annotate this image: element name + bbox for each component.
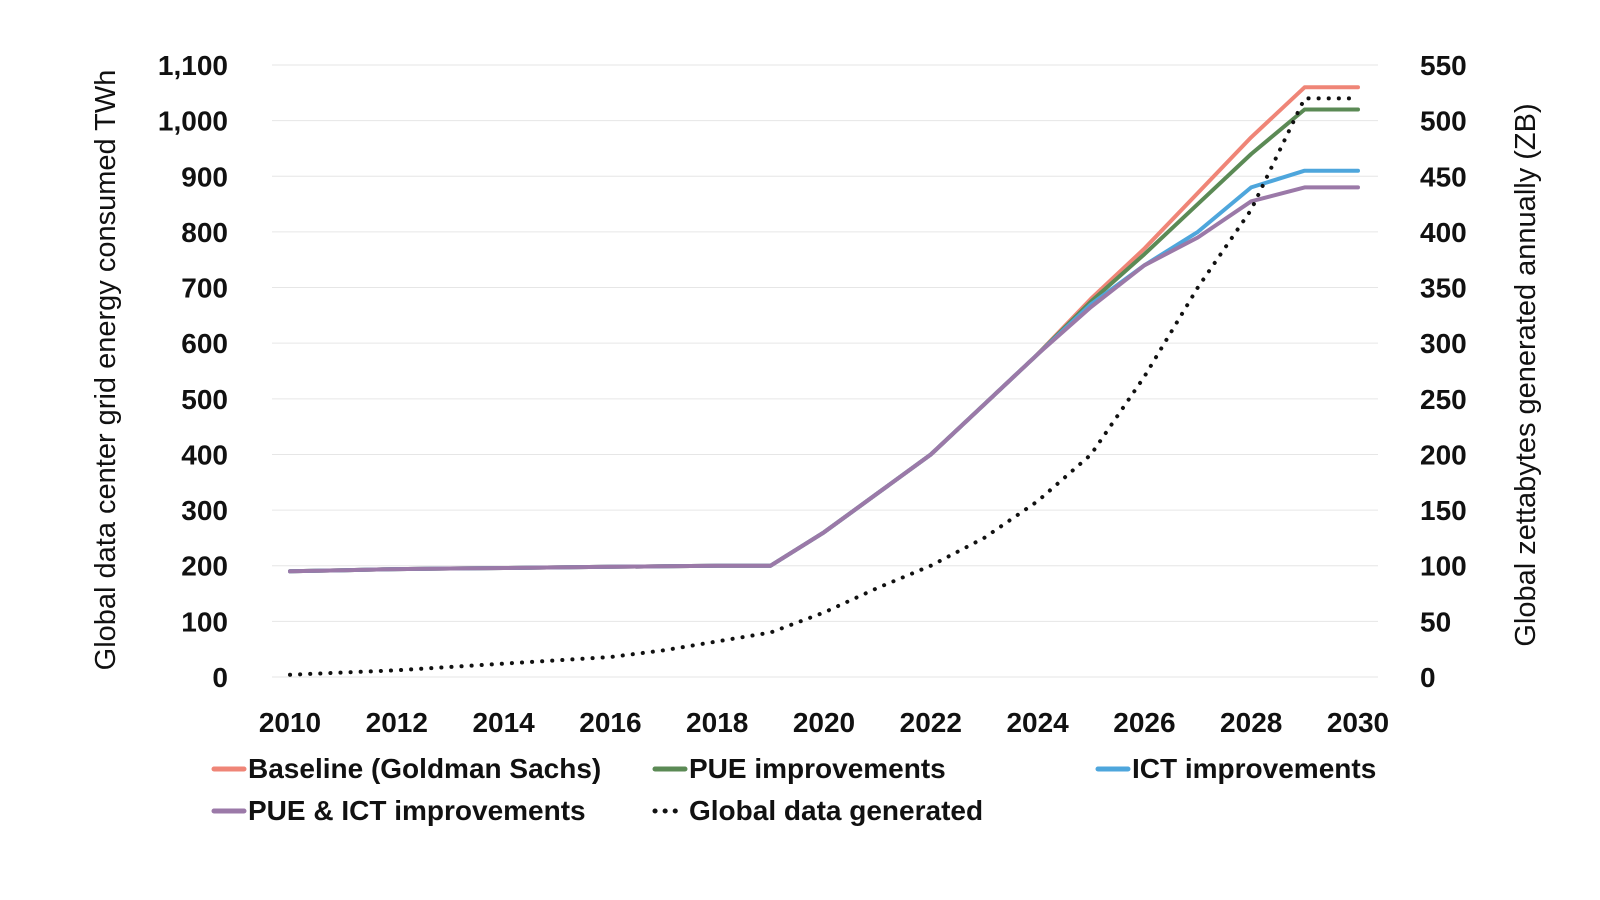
y-axis-left-title: Global data center grid energy consumed … [90,70,122,671]
y-axis-right-ticks: 0 50 100 150 200 250 300 350 400 450 500 550 [1420,50,1467,693]
y-left-tick-label: 100 [181,606,228,637]
y-right-tick-label: 0 [1420,662,1436,693]
y-right-tick-label: 500 [1420,106,1467,137]
y-left-tick-label: 400 [181,439,228,470]
y-right-tick-label: 200 [1420,439,1467,470]
series-line-3 [288,185,1360,574]
y-right-tick-label: 300 [1420,328,1467,359]
x-tick-label: 2020 [793,707,855,738]
y-axis-right-title: Global zettabytes generated annually (ZB… [1510,103,1542,646]
y-right-tick-label: 450 [1420,161,1467,192]
y-right-tick-label: 250 [1420,384,1467,415]
series-lines [288,85,1360,677]
x-tick-label: 2024 [1006,707,1069,738]
y-left-tick-label: 900 [181,161,228,192]
x-tick-label: 2010 [259,707,321,738]
x-tick-label: 2022 [900,707,962,738]
y-left-tick-label: 1,100 [158,50,228,81]
x-tick-label: 2026 [1113,707,1175,738]
x-tick-label: 2012 [366,707,428,738]
y-left-tick-label: 600 [181,328,228,359]
y-right-tick-label: 100 [1420,551,1467,582]
y-axis-left-ticks: 0 100 200 300 400 500 600 700 800 900 1,000 1,100 [158,50,228,693]
y-left-tick-label: 300 [181,495,228,526]
gridlines [272,64,1378,678]
legend-label-4: Global data generated [689,795,983,826]
legend-label-0: Baseline (Goldman Sachs) [248,753,601,784]
y-left-tick-label: 500 [181,384,228,415]
legend-label-3: PUE & ICT improvements [248,795,586,826]
y-right-tick-label: 150 [1420,495,1467,526]
y-left-tick-label: 700 [181,273,228,304]
y-right-tick-label: 550 [1420,50,1467,81]
y-left-tick-label: 200 [181,551,228,582]
x-tick-label: 2030 [1327,707,1389,738]
x-tick-label: 2014 [472,707,535,738]
y-right-tick-label: 400 [1420,217,1467,248]
y-right-tick-label: 50 [1420,606,1451,637]
legend-label-1: PUE improvements [689,753,946,784]
y-left-tick-label: 1,000 [158,106,228,137]
y-left-tick-label: 0 [212,662,228,693]
legend-label-2: ICT improvements [1132,753,1376,784]
x-tick-label: 2018 [686,707,748,738]
x-tick-label: 2028 [1220,707,1282,738]
y-left-tick-label: 800 [181,217,228,248]
x-axis-ticks: 2010 2012 2014 2016 2018 2020 2022 2024 2026 2028… [259,707,1389,738]
x-tick-label: 2016 [579,707,641,738]
y-right-tick-label: 350 [1420,273,1467,304]
legend: Baseline (Goldman Sachs) PUE improvements… [211,753,1376,826]
